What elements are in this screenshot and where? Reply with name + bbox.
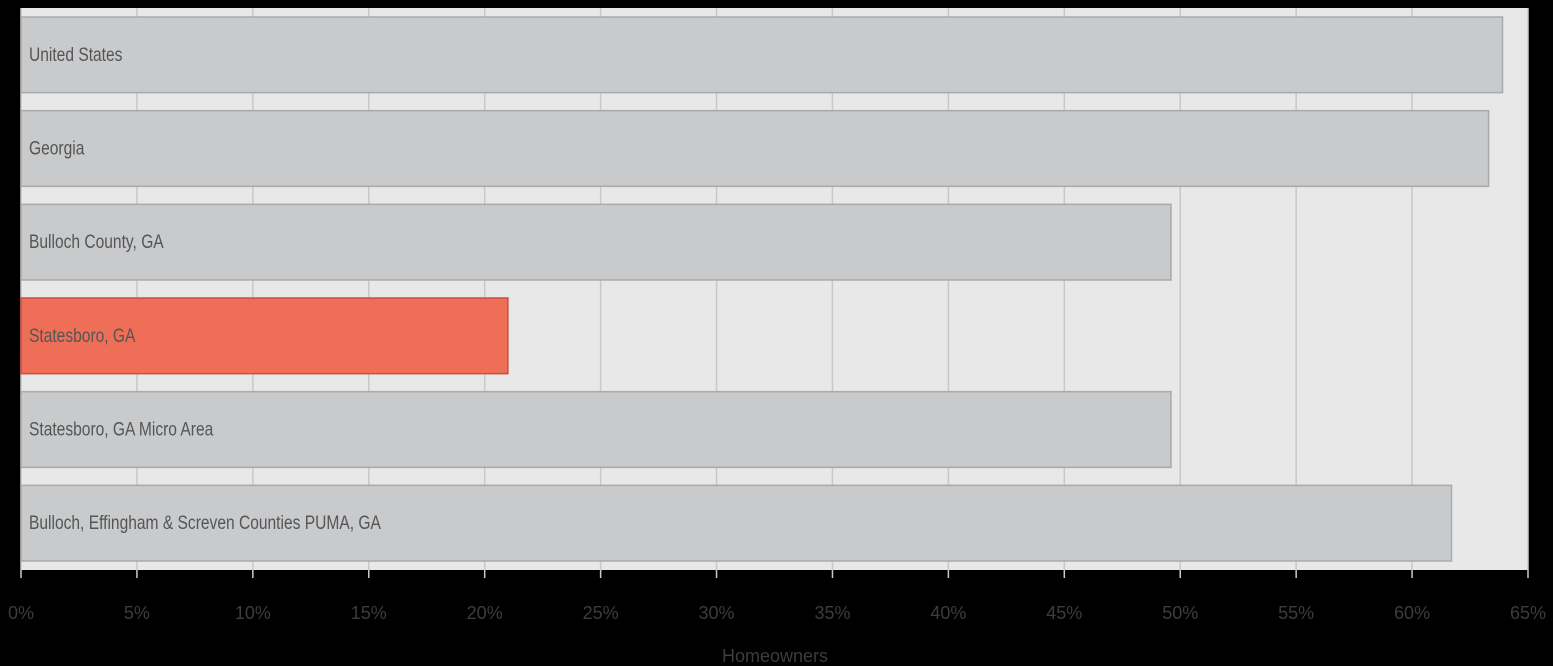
x-tick-label: 55%	[1278, 603, 1314, 623]
x-tick-label: 35%	[814, 603, 850, 623]
x-tick-label: 5%	[124, 603, 150, 623]
category-label: Statesboro, GA Micro Area	[29, 418, 214, 440]
category-label: Bulloch County, GA	[29, 231, 164, 253]
x-tick-label: 20%	[467, 603, 503, 623]
bar	[20, 390, 1172, 469]
bar	[20, 484, 1453, 562]
bar	[20, 297, 509, 375]
x-tick-label: 65%	[1510, 603, 1546, 623]
x-tick-label: 10%	[235, 603, 271, 623]
category-label: Statesboro, GA	[29, 324, 136, 346]
x-tick-label: 25%	[583, 603, 619, 623]
x-tick-label: 15%	[351, 603, 387, 623]
bar	[20, 203, 1172, 281]
x-tick-label: 40%	[930, 603, 966, 623]
category-label: Bulloch, Effingham & Screven Counties PU…	[29, 512, 381, 534]
x-axis-label: Homeowners	[722, 646, 828, 666]
x-tick-label: 30%	[699, 603, 735, 623]
x-tick-label: 0%	[8, 603, 34, 623]
category-label: United States	[29, 43, 123, 65]
category-label: Georgia	[29, 137, 85, 159]
x-tick-label: 50%	[1162, 603, 1198, 623]
x-tick-label: 45%	[1046, 603, 1082, 623]
x-tick-label: 60%	[1394, 603, 1430, 623]
plot-area	[21, 8, 1528, 570]
bar	[20, 16, 1504, 94]
bar	[20, 109, 1490, 188]
